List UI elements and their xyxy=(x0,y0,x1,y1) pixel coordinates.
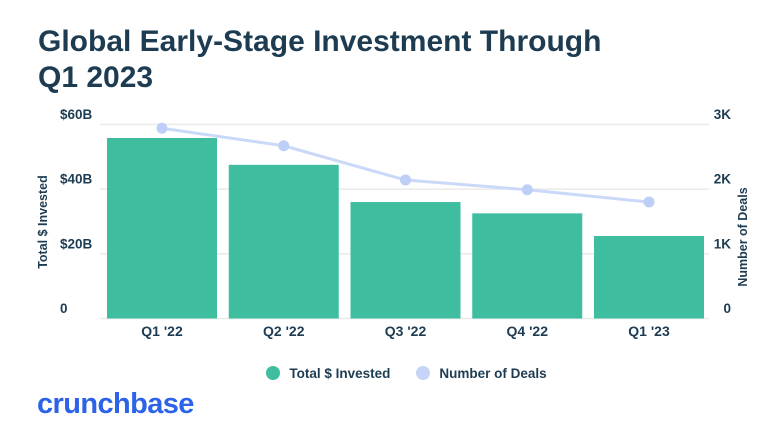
page-title-line-1: Global Early-Stage Investment Through xyxy=(38,25,602,59)
legend-swatch-total-invested xyxy=(266,366,281,380)
deals-point-q2-22 xyxy=(278,140,290,152)
left-axis-tick-40b: $40B xyxy=(60,172,93,187)
right-axis-tick-3k: 3K xyxy=(714,107,732,122)
left-axis-tick-20b: $20B xyxy=(60,236,93,251)
deals-point-q1-23 xyxy=(643,196,655,208)
right-axis-tick-0: 0 xyxy=(723,301,731,316)
right-axis-title: Number of Deals xyxy=(736,187,750,286)
legend-label: Number of Deals xyxy=(439,365,547,381)
investment-deals-combo-chart: $60B $40B $20B 0 3K 2K 1K 0 Q1 '22 Q2 '22 Q3 '22 Q4… xyxy=(36,107,750,339)
page-title-line-2: Q1 2023 xyxy=(38,61,154,95)
left-axis-tick-60b: $60B xyxy=(60,107,93,122)
deals-point-q3-22 xyxy=(400,174,411,186)
bar-q2-22 xyxy=(228,164,339,319)
x-axis-label-q1-23: Q1 '23 xyxy=(628,323,670,339)
right-axis-tick-2k: 2K xyxy=(714,172,732,187)
bar-q1-22 xyxy=(107,137,217,319)
legend-item-number-of-deals: Number of Deals xyxy=(416,365,547,381)
bar-q4-22 xyxy=(472,213,583,319)
deals-point-q4-22 xyxy=(521,184,533,196)
bar-q1-23 xyxy=(594,236,704,319)
page-title: Global Early-Stage Investment Through Q1… xyxy=(38,24,738,96)
legend-item-total-invested: Total $ Invested xyxy=(266,366,390,381)
left-axis-title: Total $ Invested xyxy=(36,175,50,269)
chart-legend: Total $ Invested Number of Deals xyxy=(100,362,713,384)
x-axis-label-q2-22: Q2 '22 xyxy=(263,323,305,339)
bar-q3-22 xyxy=(350,202,461,319)
x-axis-label-q3-22: Q3 '22 xyxy=(385,323,427,339)
x-axis-label-q4-22: Q4 '22 xyxy=(507,323,549,339)
right-axis-tick-1k: 1K xyxy=(714,236,732,251)
crunchbase-logo: crunchbase xyxy=(37,388,194,420)
left-axis-tick-0: 0 xyxy=(60,301,68,316)
legend-swatch-number-of-deals xyxy=(416,366,431,380)
deals-point-q1-22 xyxy=(156,122,168,134)
x-axis-label-q1-22: Q1 '22 xyxy=(141,323,183,339)
legend-label: Total $ Invested xyxy=(289,365,391,381)
